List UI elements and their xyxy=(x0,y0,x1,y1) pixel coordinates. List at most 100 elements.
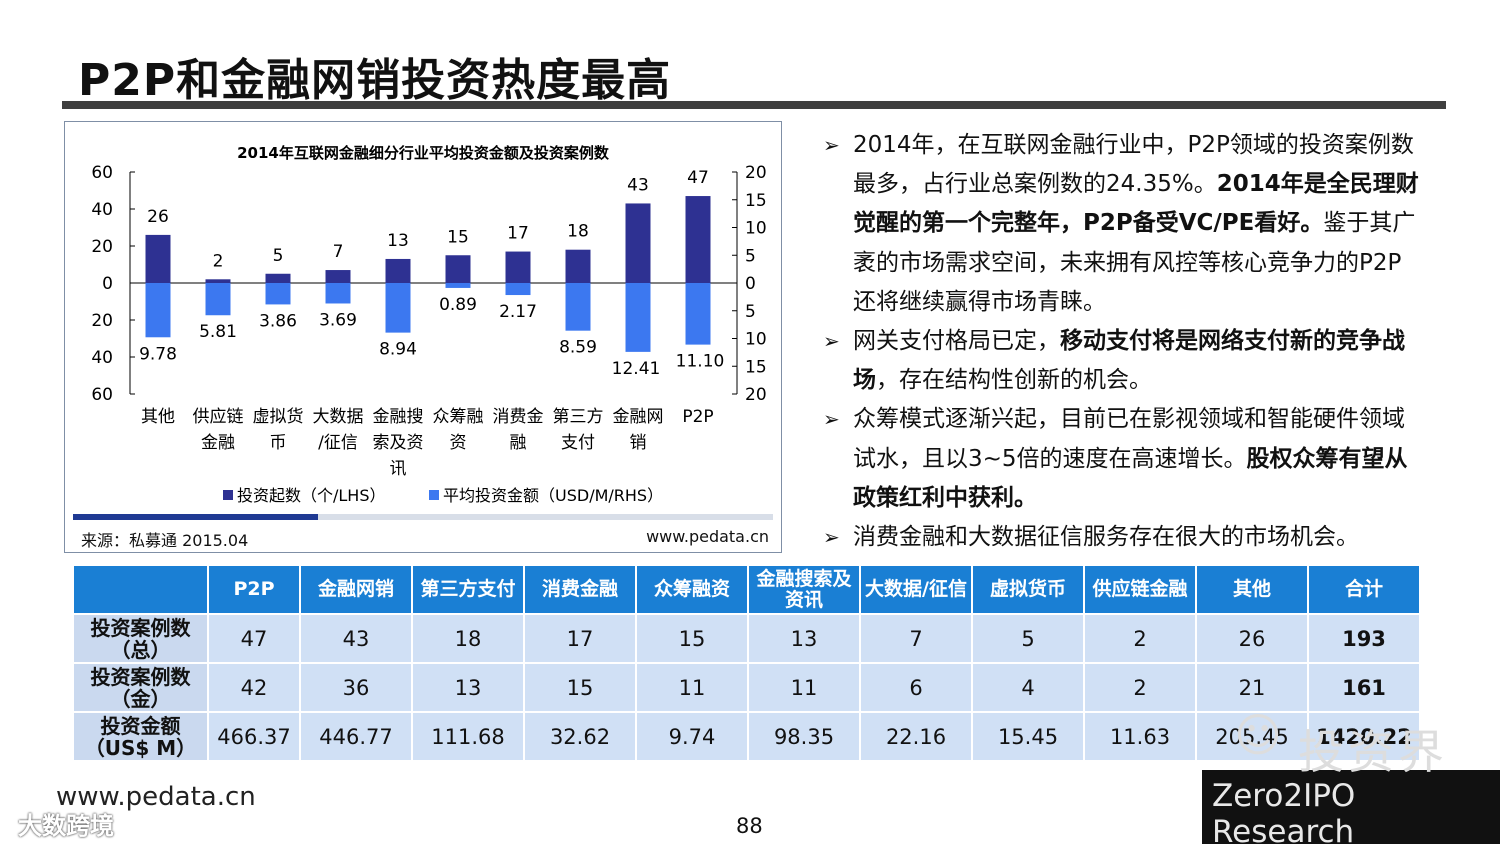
table-header-cell: 消费金融 xyxy=(525,566,635,613)
x-axis-tick-label: 金融 xyxy=(201,433,235,453)
data-label-count: 26 xyxy=(147,207,169,227)
table-cell: 17 xyxy=(525,615,635,662)
table-header-cell: 第三方支付 xyxy=(413,566,523,613)
chart-source-url: www.pedata.cn xyxy=(646,527,769,546)
x-axis-tick-label: 其他 xyxy=(141,407,175,427)
table-cell: 15.45 xyxy=(973,713,1083,760)
bar-average-amount xyxy=(145,283,171,338)
bar-investment-count xyxy=(505,251,531,283)
right-axis-tick-label: 20 xyxy=(745,385,767,405)
bullet-bold-text: 股权众筹有望从政策红利中获利。 xyxy=(853,445,1408,511)
data-label-count: 5 xyxy=(273,246,284,266)
table-row-label: 投资案例数（总） xyxy=(74,615,207,662)
bullet-bold-text: 2014年是全民理财觉醒的第一个完整年，P2P备受VC/PE看好。 xyxy=(853,171,1419,237)
right-axis-tick-label: 5 xyxy=(745,302,756,322)
table-header-row: P2P 金融网销 第三方支付 消费金融 众筹融资 金融搜索及资讯 大数据/征信 虚拟货币 供应链… xyxy=(74,566,1419,613)
bar-investment-count xyxy=(145,234,171,283)
data-label-count: 7 xyxy=(333,242,344,262)
chart-source: 来源：私募通 2015.04 xyxy=(81,531,249,550)
table-cell: 446.77 xyxy=(301,713,411,760)
logo-background xyxy=(1202,770,1500,844)
x-axis-tick-label: 币 xyxy=(270,433,287,453)
table-cell: 43 xyxy=(301,615,411,662)
data-label-amount: 9.78 xyxy=(139,344,177,364)
data-label-amount: 8.94 xyxy=(379,340,417,360)
x-axis-tick-label: 资 xyxy=(450,433,467,453)
table-cell: 98.35 xyxy=(749,713,859,760)
table-row: 投资金额（US$ M） 466.37 446.77 111.68 32.62 9.74 98… xyxy=(74,713,1419,760)
table-header-cell: 众筹融资 xyxy=(637,566,747,613)
title-underline xyxy=(62,101,1446,109)
left-axis-tick-label: 20 xyxy=(91,237,113,257)
x-axis-tick-label: 众筹融 xyxy=(433,407,484,427)
x-axis-tick-label: 大数据 xyxy=(313,407,364,427)
table-cell: 13 xyxy=(413,664,523,711)
data-label-amount: 12.41 xyxy=(612,359,661,379)
bar-average-amount xyxy=(625,283,651,352)
left-axis-tick-label: 40 xyxy=(91,348,113,368)
footer-watermark: 大数跨境 xyxy=(18,812,114,840)
data-label-count: 13 xyxy=(387,231,409,251)
right-axis-tick-label: 15 xyxy=(745,191,767,211)
legend-swatch xyxy=(223,490,233,500)
table-row-label: 投资案例数（金） xyxy=(74,664,207,711)
table-cell: 7 xyxy=(861,615,971,662)
table-body: 投资案例数（总） 47 43 18 17 15 13 7 5 2 26 193 投资案例数（金） 42 36… xyxy=(74,615,1419,760)
x-axis-tick-label: 讯 xyxy=(390,459,407,479)
slide-title: P2P和金融网销投资热度最高 xyxy=(78,55,672,106)
x-axis-tick-label: 金融网 xyxy=(613,407,664,427)
data-label-amount: 3.86 xyxy=(259,311,297,331)
table-cell: 2 xyxy=(1085,664,1195,711)
x-axis-tick-label: 供应链 xyxy=(193,407,244,427)
right-axis-tick-label: 15 xyxy=(745,357,767,377)
bullet-item: 2014年，在互联网金融行业中，P2P领域的投资案例数最多，占行业总案例数的24… xyxy=(823,126,1423,322)
table-cell: 6 xyxy=(861,664,971,711)
x-axis-tick-label: /征信 xyxy=(318,433,358,453)
left-axis-tick-label: 60 xyxy=(91,385,113,405)
chart-scroll-fill xyxy=(73,514,318,520)
x-axis-tick-label: P2P xyxy=(682,407,713,427)
table-row-label: 投资金额（US$ M） xyxy=(74,713,207,760)
data-label-count: 43 xyxy=(627,175,649,195)
left-axis-tick-label: 60 xyxy=(91,163,113,183)
bullet-item: 众筹模式逐渐兴起，目前已在影视领域和智能硬件领域试水，且以3~5倍的速度在高速增… xyxy=(823,400,1423,518)
bullet-item: 网关支付格局已定，移动支付将是网络支付新的竞争战场，存在结构性创新的机会。 xyxy=(823,322,1423,400)
bar-investment-count xyxy=(685,196,711,283)
chart-title: 2014年互联网金融细分行业平均投资金额及投资案例数 xyxy=(237,144,610,162)
data-label-count: 47 xyxy=(687,168,709,188)
wechat-icon: ☺ xyxy=(1234,708,1282,762)
bar-investment-count xyxy=(445,255,471,283)
table-row: 投资案例数（总） 47 43 18 17 15 13 7 5 2 26 193 xyxy=(74,615,1419,662)
bullet-text: ，存在结构性创新的机会。 xyxy=(876,367,1152,394)
bullet-text: 2014年，在互联网金融行业中，P2P领域的投资案例数最多，占行业总案例数的24… xyxy=(853,132,1414,198)
bar-chart: 2014年互联网金融细分行业平均投资金额及投资案例数60402002040602… xyxy=(91,144,767,505)
table-cell: 11.63 xyxy=(1085,713,1195,760)
bar-average-amount xyxy=(385,283,411,333)
table-header-cell: P2P xyxy=(209,566,299,613)
left-axis-tick-label: 40 xyxy=(91,200,113,220)
x-axis-tick-label: 消费金 xyxy=(493,407,544,427)
data-label-count: 18 xyxy=(567,222,589,242)
right-axis-tick-label: 20 xyxy=(745,163,767,183)
logo-text: 投资界 xyxy=(1298,725,1448,779)
legend-swatch xyxy=(429,490,439,500)
table-header-cell: 金融搜索及资讯 xyxy=(749,566,859,613)
bar-investment-count xyxy=(565,249,591,283)
table-cell: 1420.22 xyxy=(1309,713,1419,760)
bullet-text: 鉴于其广袤的市场需求空间，未来拥有风控等核心竞争力的P2P还将继续赢得市场青睐。 xyxy=(853,210,1416,315)
bar-investment-count xyxy=(625,203,651,283)
x-axis-tick-label: 销 xyxy=(630,433,647,453)
table-cell: 26 xyxy=(1197,615,1307,662)
data-label-amount: 0.89 xyxy=(439,295,477,315)
data-label-count: 15 xyxy=(447,227,469,247)
bar-average-amount xyxy=(505,283,531,296)
legend-label: 平均投资金额（USD/M/RHS） xyxy=(443,486,663,505)
table-header-cell: 大数据/征信 xyxy=(861,566,971,613)
data-label-count: 2 xyxy=(213,251,224,271)
right-axis-tick-label: 10 xyxy=(745,330,767,350)
bullet-item: 消费金融和大数据征信服务存在很大的市场机会。 xyxy=(823,518,1423,557)
table-cell: 4 xyxy=(973,664,1083,711)
bar-average-amount xyxy=(205,283,231,316)
table-cell: 9.74 xyxy=(637,713,747,760)
data-label-amount: 2.17 xyxy=(499,302,537,322)
